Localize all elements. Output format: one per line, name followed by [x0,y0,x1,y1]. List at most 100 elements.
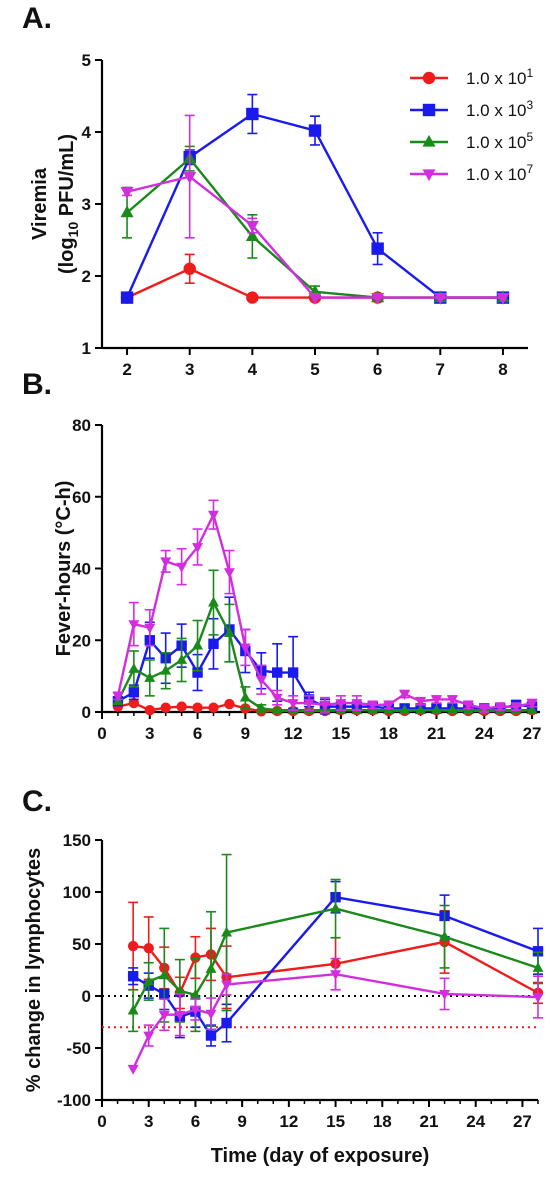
data-point [371,292,385,305]
data-point [433,292,447,305]
x-tick-label: 3 [144,1112,153,1131]
y-tick-label: 1 [82,339,91,358]
y-tick-label: -50 [66,1039,91,1058]
legend-item-s1: 1.0 x 101 [410,66,534,88]
x-axis-title: Time (day of exposure) [211,1145,430,1167]
data-point [183,262,196,275]
data-point [189,1005,201,1016]
data-point [144,671,156,682]
data-point [245,220,259,233]
data-point [192,702,203,713]
data-point [174,984,186,995]
series-s4 [127,957,544,1075]
y-tick-label: 4 [82,123,92,142]
series-line [132,940,539,996]
data-point [128,662,140,673]
data-point [120,291,134,304]
data-point [330,902,342,913]
data-point [143,975,155,986]
x-tick-label: 21 [427,724,446,743]
y-tick-label: 20 [72,631,91,650]
data-point [143,1031,155,1042]
data-point [120,187,134,199]
data-point [255,675,267,686]
legend-item-s2: 1.0 x 103 [410,98,534,120]
data-point [371,242,384,255]
x-tick-label: 8 [498,360,507,379]
legend-item-s3: 1.0 x 105 [410,130,534,152]
series-s3 [120,145,510,303]
x-tick-label: 24 [475,724,494,743]
y-axis-title-line2: (log10 PFU/mL) [56,134,81,274]
data-point [221,926,233,937]
data-point [367,700,379,711]
series-line [126,175,503,299]
data-point [246,107,259,121]
data-point [127,1004,139,1015]
x-tick-label: 3 [145,724,154,743]
data-point [287,699,299,710]
data-point [415,704,427,715]
data-point [208,596,219,607]
data-point [439,930,451,941]
data-point [478,704,490,715]
data-point [271,693,283,704]
panel-1: A. 1 2 3 4 5 2 3 4 5 6 7 8 Viremia(log10 PFU/mL) [22,2,528,379]
data-point [208,510,219,521]
data-point [526,699,538,710]
y-axis-title: % change in lymphocytes [23,848,45,1093]
data-point [128,697,140,709]
data-point [223,627,235,637]
x-tick-label: 4 [248,360,258,379]
data-point [174,1010,186,1021]
data-point [205,1030,217,1041]
data-point [308,124,322,137]
series-s4 [112,499,538,715]
series-line [132,972,539,1070]
x-tick-label: 6 [373,360,382,379]
data-point [127,1064,139,1075]
y-tick-label: 3 [82,195,91,214]
x-tick-label: 12 [284,724,303,743]
y-tick-label: 60 [72,488,91,507]
x-tick-label: 15 [331,724,350,743]
x-tick-label: 27 [523,724,542,743]
data-point [205,1009,217,1020]
data-point [128,620,140,631]
series-line [116,599,533,712]
data-point [144,705,155,716]
data-point [160,664,172,675]
data-point [128,687,140,698]
data-point [160,702,171,713]
data-point [415,697,427,708]
data-point [208,638,219,650]
data-point [439,990,451,1000]
y-tick-label: 80 [72,416,91,435]
x-tick-label: 18 [379,724,398,743]
legend-label: 1.0 x 107 [466,162,534,184]
data-point [383,700,395,711]
y-tick-label: 100 [63,883,91,902]
data-point [532,961,544,972]
data-point [246,291,259,304]
legend-label: 1.0 x 105 [466,130,534,152]
legend-item-s4: 1.0 x 107 [410,162,534,184]
x-tick-label: 6 [193,724,202,743]
data-point [271,704,283,715]
data-point [303,699,315,710]
legend-label: 1.0 x 101 [466,66,534,88]
data-point [239,643,251,654]
series-line [132,895,539,1038]
y-tick-label: 50 [72,935,91,954]
x-tick-label: 3 [185,360,194,379]
data-point [127,971,139,982]
legend-marker [422,169,436,182]
data-point [208,702,219,713]
data-point [255,702,267,713]
panel-2: B. 0 20 40 60 80 0 3 6 9 12 15 18 21 24 27 Fever-hours (… [22,368,541,743]
legend-marker [422,71,436,85]
x-tick-label: 9 [241,724,250,743]
data-point [245,229,259,242]
x-tick-label: 0 [97,724,106,743]
